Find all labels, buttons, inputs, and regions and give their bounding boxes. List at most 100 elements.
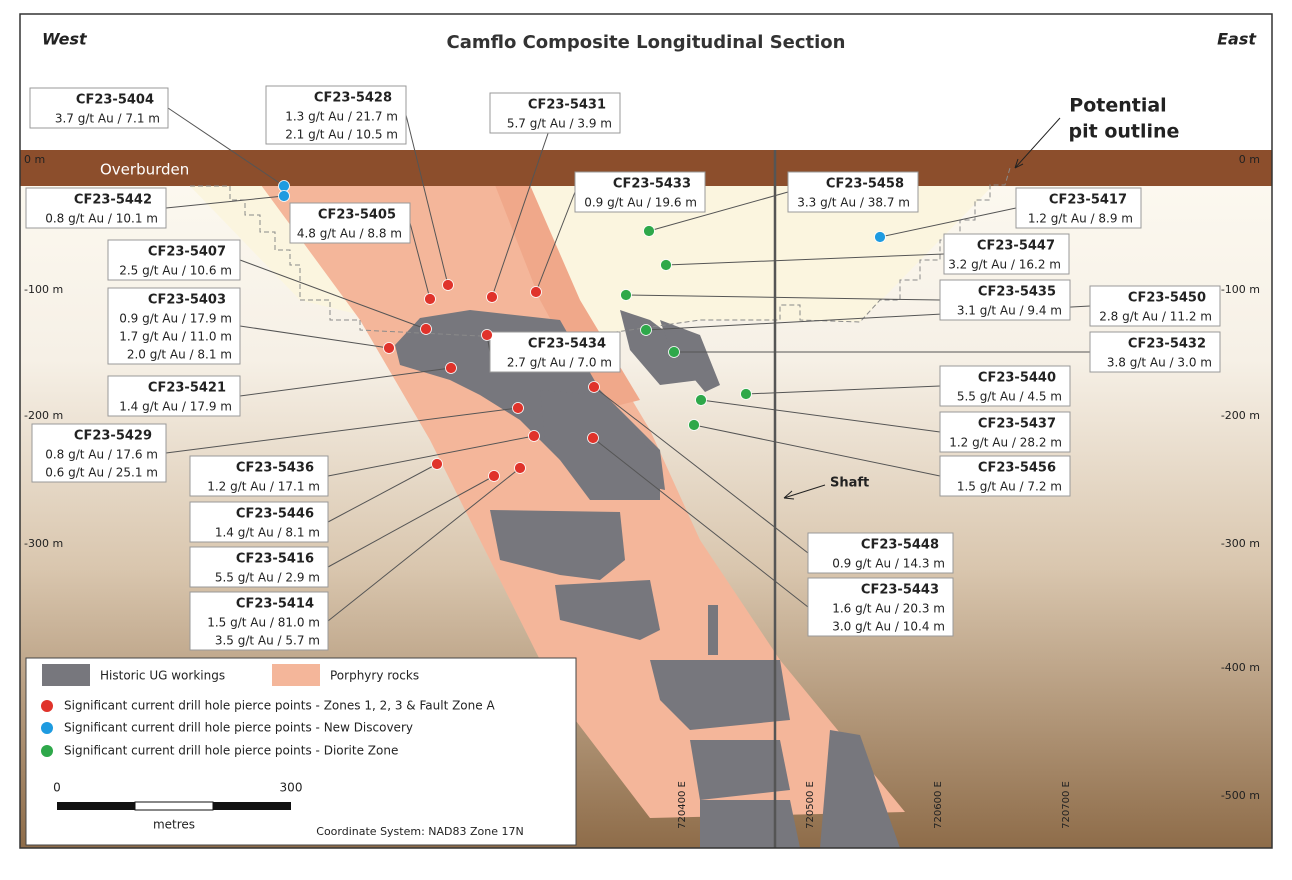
workings	[395, 310, 900, 848]
callout-box	[489, 331, 621, 373]
leader-line	[745, 385, 941, 395]
legend-dot	[41, 700, 53, 712]
intercept: 2.0 g/t Au / 8.1 m	[127, 348, 232, 362]
overburden-label: Overburden	[100, 161, 189, 179]
pierce-point	[481, 329, 493, 341]
intercept: 3.3 g/t Au / 38.7 m	[797, 196, 910, 210]
pierce-point	[528, 430, 540, 442]
callout-box	[574, 171, 706, 213]
intercept: 2.1 g/t Au / 10.5 m	[285, 128, 398, 142]
callout-box	[107, 239, 241, 281]
pierce-point	[688, 419, 700, 431]
pierce-point	[278, 190, 290, 202]
hole-id: CF23-5428	[314, 91, 392, 106]
legend-item: Significant current drill hole pierce po…	[64, 744, 398, 758]
leader-line	[879, 207, 1017, 238]
legend-item: Historic UG workings	[100, 669, 225, 683]
intercept: 0.6 g/t Au / 25.1 m	[45, 466, 158, 480]
callout-box	[489, 92, 621, 134]
legend-box	[25, 657, 577, 846]
pierce-point	[874, 231, 886, 243]
pierce-point	[740, 388, 752, 400]
pierce-point	[620, 289, 632, 301]
pierce-point	[643, 225, 655, 237]
intercept: 3.2 g/t Au / 16.2 m	[948, 258, 1061, 272]
callout-box	[107, 287, 241, 365]
leader-line	[327, 467, 521, 622]
scale-segment	[57, 802, 135, 810]
title: Camflo Composite Longitudinal Section	[446, 32, 845, 53]
intercept: 1.7 g/t Au / 11.0 m	[119, 330, 232, 344]
callout-box	[189, 501, 329, 543]
depth-label: -100 m	[24, 283, 63, 296]
callout-box	[189, 591, 329, 651]
intercept: 5.5 g/t Au / 4.5 m	[957, 390, 1062, 404]
intercept: 0.9 g/t Au / 17.9 m	[119, 312, 232, 326]
hole-id: CF23-5450	[1128, 291, 1206, 306]
scale-label: 300	[280, 781, 303, 795]
shaft-label: Shaft	[830, 476, 869, 491]
intercept: 1.4 g/t Au / 17.9 m	[119, 400, 232, 414]
legend: Historic UG workings Porphyry rocks Sign…	[25, 657, 577, 846]
depth-label: -300 m	[1221, 537, 1260, 550]
pierce-point	[640, 324, 652, 336]
pit-label: Potential	[1069, 95, 1166, 117]
easting-label: 720500 E	[805, 781, 816, 829]
hole-id: CF23-5443	[861, 583, 939, 598]
pierce-point	[668, 346, 680, 358]
leader-line	[700, 399, 941, 433]
depth-label: -300 m	[24, 537, 63, 550]
scale-label: 0	[53, 781, 61, 795]
leader-line	[593, 386, 809, 554]
scale-segment	[134, 801, 214, 811]
leader-line	[327, 435, 535, 477]
scale-segment	[213, 802, 291, 810]
leader-line	[165, 195, 285, 209]
hole-id: CF23-5421	[148, 381, 226, 396]
hole-id: CF23-5446	[236, 507, 314, 522]
leader-line	[592, 437, 809, 608]
coordinate-system: Coordinate System: NAD83 Zone 17N	[316, 825, 523, 838]
intercept: 1.2 g/t Au / 28.2 m	[949, 436, 1062, 450]
pierce-point	[695, 394, 707, 406]
hole-id: CF23-5447	[977, 239, 1055, 254]
hole-id: CF23-5435	[978, 285, 1056, 300]
callout-box	[107, 375, 241, 417]
pierce-point	[488, 470, 500, 482]
leader-line	[239, 367, 452, 397]
pierce-point	[512, 402, 524, 414]
depth-label: -100 m	[1221, 283, 1260, 296]
easting-label: 720700 E	[1061, 781, 1072, 829]
pierce-point	[442, 279, 454, 291]
pierce-point	[383, 342, 395, 354]
hole-id: CF23-5448	[861, 538, 939, 553]
intercept: 0.9 g/t Au / 14.3 m	[832, 557, 945, 571]
pierce-point	[278, 180, 290, 192]
callout-box	[939, 365, 1071, 407]
leader-line	[239, 259, 427, 330]
pit-outline	[190, 167, 1011, 341]
callout-box	[1089, 331, 1221, 373]
leader-line	[665, 253, 945, 266]
hole-id: CF23-5433	[613, 177, 691, 192]
hole-id: CF23-5436	[236, 461, 314, 476]
legend-dot	[41, 745, 53, 757]
leader-line	[625, 294, 941, 301]
callout-box	[189, 546, 329, 588]
hole-id: CF23-5456	[978, 461, 1056, 476]
intercept: 1.2 g/t Au / 8.9 m	[1028, 212, 1133, 226]
hole-id: CF23-5434	[528, 337, 606, 352]
hole-id: CF23-5404	[76, 93, 154, 108]
hole-id: CF23-5440	[978, 371, 1056, 386]
intercept: 0.8 g/t Au / 10.1 m	[45, 212, 158, 226]
depth-label: -200 m	[1221, 409, 1260, 422]
callout-box	[25, 187, 167, 229]
callout-box	[939, 455, 1071, 497]
east-label: East	[1217, 30, 1257, 49]
intercept: 2.8 g/t Au / 11.2 m	[1099, 310, 1212, 324]
leader-line	[165, 407, 519, 454]
pierce-point	[486, 291, 498, 303]
intercept: 0.8 g/t Au / 17.6 m	[45, 448, 158, 462]
hole-id: CF23-5405	[318, 208, 396, 223]
